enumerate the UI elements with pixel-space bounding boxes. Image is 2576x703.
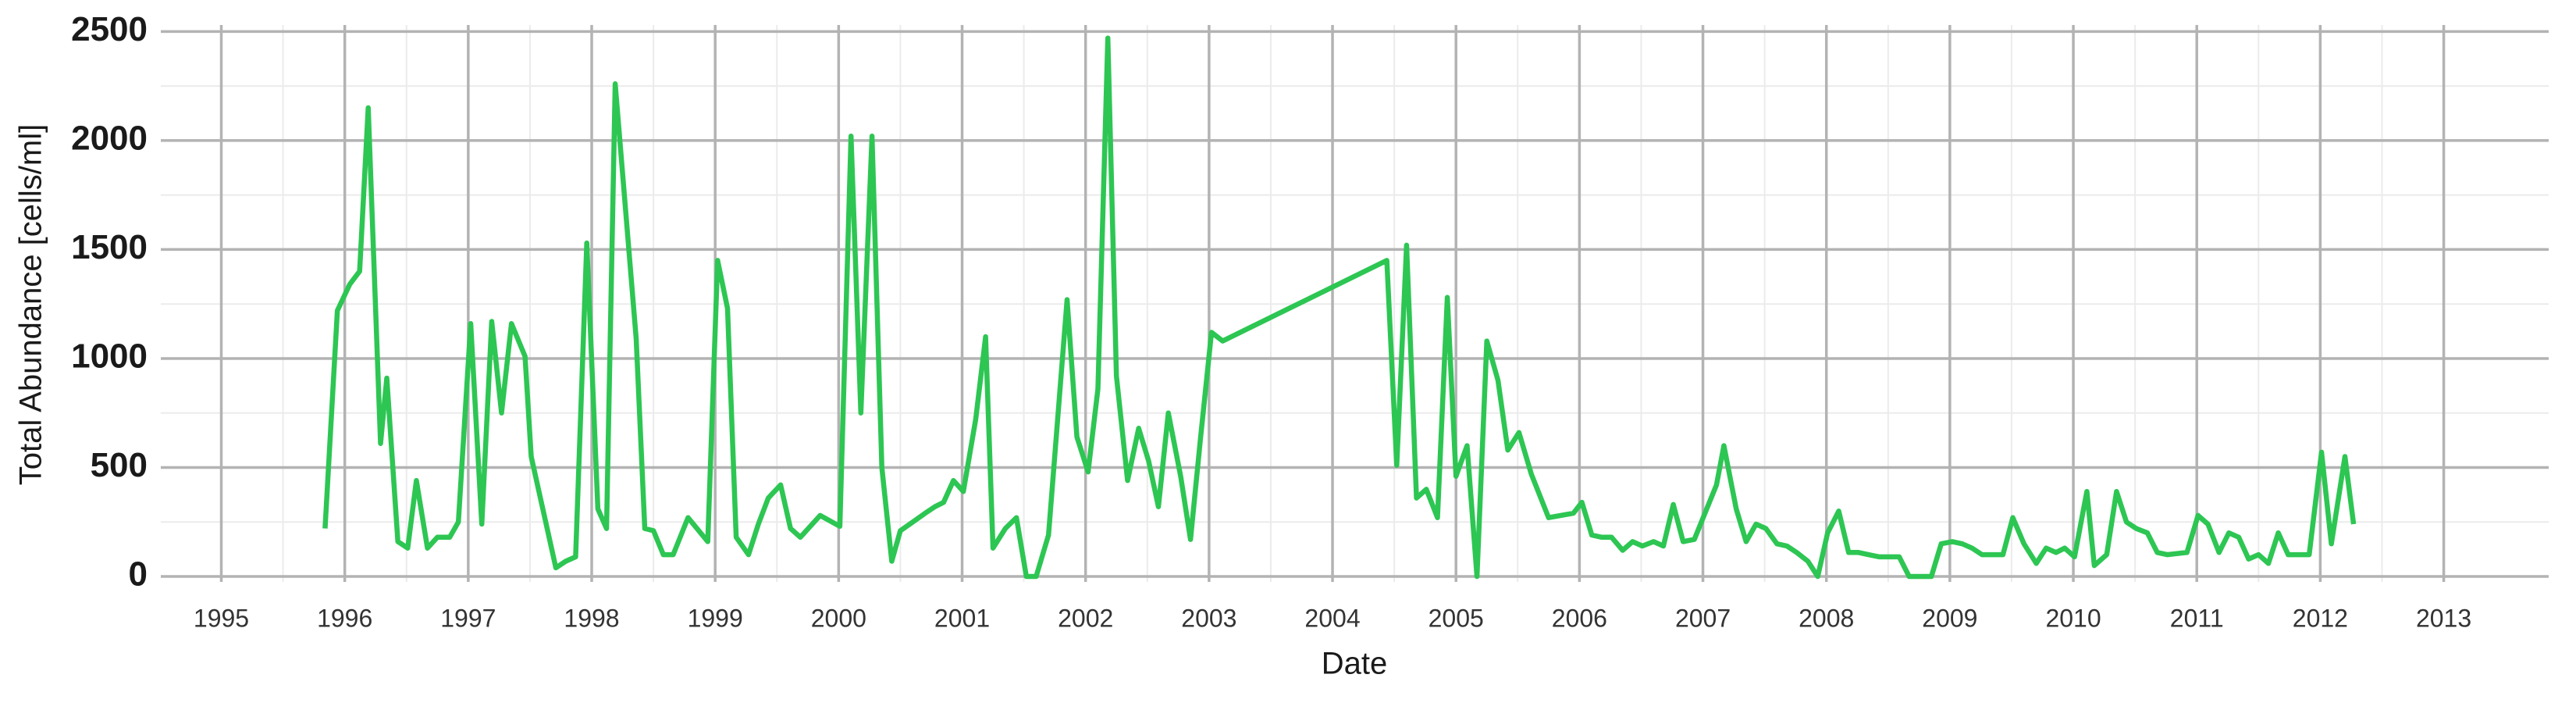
y-tick-label: 1000: [71, 337, 148, 376]
x-tick-label: 1997: [440, 604, 496, 632]
y-tick-label: 0: [129, 555, 148, 594]
x-tick-label: 2004: [1304, 604, 1360, 632]
y-tick-label: 2000: [71, 120, 148, 158]
x-tick-label: 2013: [2416, 604, 2471, 632]
x-tick-label: 1999: [688, 604, 743, 632]
x-axis-title: Date: [1322, 647, 1388, 681]
y-tick-label: 1500: [71, 228, 148, 266]
x-tick-label: 2007: [1675, 604, 1731, 632]
x-tick-label: 1998: [564, 604, 619, 632]
x-tick-label: 2008: [1799, 604, 1854, 632]
y-tick-label: 2500: [71, 10, 148, 48]
x-tick-label: 2006: [1552, 604, 1607, 632]
data-line: [322, 35, 2357, 580]
x-tick-label: 2009: [1922, 604, 1977, 632]
x-tick-label: 2010: [2045, 604, 2101, 632]
x-tick-label: 2005: [1429, 604, 1484, 632]
x-tick-label: 2001: [934, 604, 990, 632]
x-tick-label: 2011: [2170, 604, 2224, 632]
x-tick-label: 2012: [2293, 604, 2348, 632]
x-tick-label: 2002: [1058, 604, 1113, 632]
y-axis-title: Total Abundance [cells/ml]: [14, 124, 48, 485]
y-tick-label: 500: [91, 446, 148, 484]
x-tick-label: 2000: [811, 604, 866, 632]
x-tick-label: 2003: [1181, 604, 1236, 632]
x-tick-label: 1995: [194, 604, 249, 632]
x-tick-label: 1996: [317, 604, 372, 632]
